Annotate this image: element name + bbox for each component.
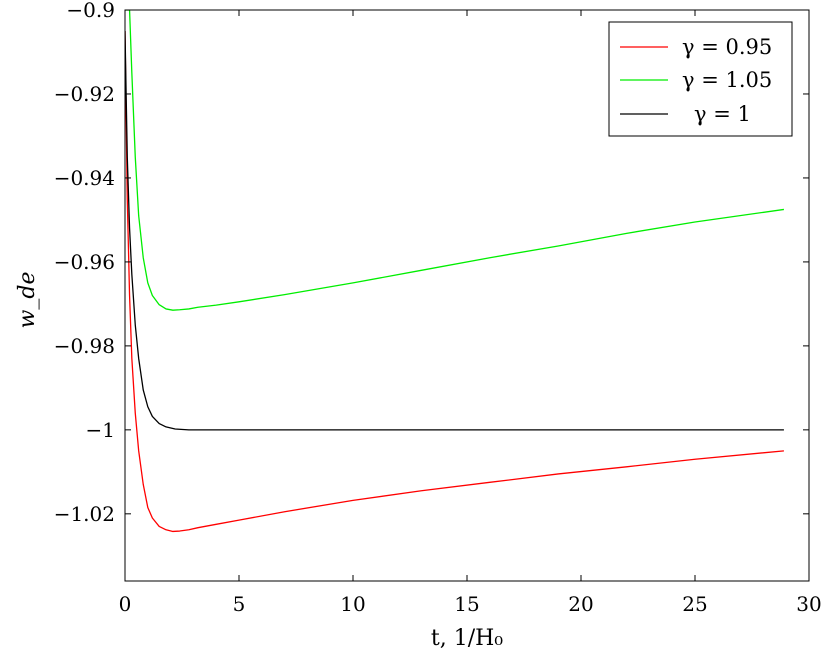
- x-tick-label: 20: [568, 592, 593, 616]
- legend: γ = 0.95 γ = 1.05 γ = 1: [608, 21, 793, 137]
- x-tick-label: 30: [796, 592, 821, 616]
- y-tick-label: −0.96: [54, 250, 115, 274]
- series-line-0: [125, 30, 784, 533]
- series-line-1: [125, 10, 785, 311]
- y-tick-label: −1: [86, 418, 115, 442]
- legend-label-gamma-105: γ = 1.05: [682, 68, 772, 92]
- y-tick-label: −1.02: [54, 502, 115, 526]
- x-tick-label: 5: [233, 592, 246, 616]
- series-lines: [125, 10, 785, 533]
- x-tick-label: 15: [454, 592, 479, 616]
- x-tick-label: 10: [340, 592, 365, 616]
- y-axis-tick-labels: −0.9 −0.92 −0.94 −0.96 −0.98 −1 −1.02: [54, 0, 115, 526]
- x-axis-tick-labels: 0 5 10 15 20 25 30: [119, 592, 822, 616]
- x-axis-label: t, 1/H₀: [431, 626, 503, 651]
- legend-box: [608, 21, 793, 137]
- legend-label-gamma-1: γ = 1: [694, 102, 751, 126]
- series-line-2: [125, 30, 784, 431]
- y-tick-label: −0.92: [54, 82, 115, 106]
- y-tick-label: −0.94: [54, 166, 115, 190]
- y-tick-label: −0.98: [54, 334, 115, 358]
- x-tick-label: 0: [119, 592, 132, 616]
- legend-label-gamma-095: γ = 0.95: [682, 35, 772, 59]
- y-axis-ticks: [125, 9, 809, 515]
- x-axis-ticks: [124, 10, 810, 581]
- x-tick-label: 25: [682, 592, 707, 616]
- y-tick-label: −0.9: [66, 0, 115, 22]
- y-axis-label: w_de: [15, 272, 40, 329]
